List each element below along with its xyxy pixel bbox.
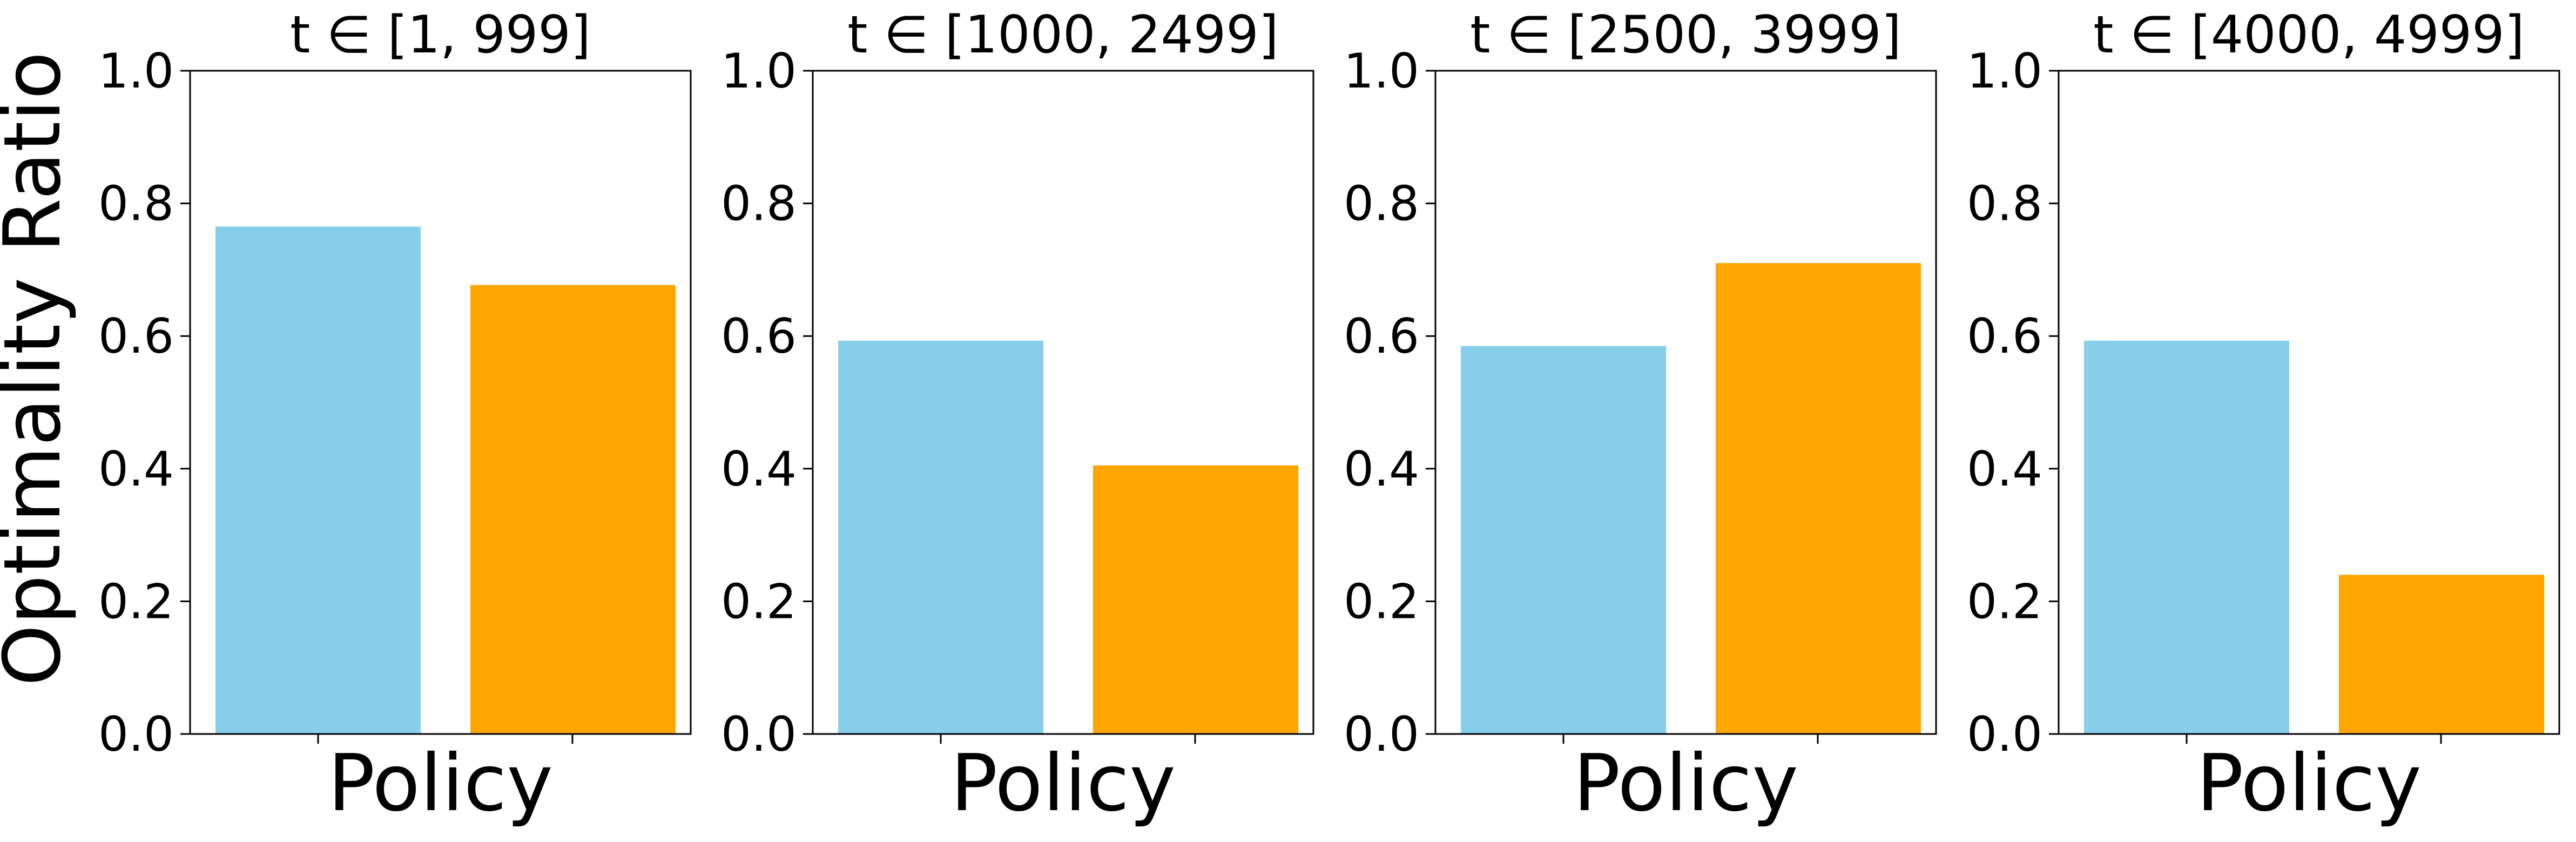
y-tick-label-panel4: 0.4 bbox=[1967, 441, 2042, 497]
x-axis-label-panel1: Policy bbox=[328, 738, 553, 829]
y-tick-label-panel3: 0.6 bbox=[1344, 308, 1419, 364]
y-tick-label-panel4: 0.0 bbox=[1967, 706, 2042, 762]
y-tick-label-panel4: 0.6 bbox=[1967, 308, 2042, 364]
bar-panel1-2 bbox=[470, 285, 676, 734]
y-tick-label-panel3: 1.0 bbox=[1344, 43, 1419, 99]
y-tick-label-panel3: 0.8 bbox=[1344, 176, 1419, 232]
y-axis-label: Optimality Ratio bbox=[0, 51, 78, 686]
y-tick-label-panel2: 0.2 bbox=[721, 574, 797, 629]
y-tick-label-panel1: 1.0 bbox=[98, 43, 174, 99]
plot-frame-panel1 bbox=[189, 70, 692, 735]
bar-panel3-1 bbox=[1461, 346, 1666, 734]
plot-frame-panel2 bbox=[812, 70, 1314, 735]
y-tick-label-panel4: 0.8 bbox=[1967, 176, 2042, 232]
panel-title-1: t ∈ [1, 999] bbox=[290, 5, 591, 65]
bar-panel4-2 bbox=[2339, 575, 2544, 734]
y-tick-label-panel2: 0.4 bbox=[721, 441, 797, 497]
y-tick-label-panel2: 0.0 bbox=[721, 706, 797, 762]
y-tick-label-panel3: 0.4 bbox=[1344, 441, 1419, 497]
y-tick-label-panel1: 0.6 bbox=[98, 308, 174, 364]
y-tick-label-panel2: 0.6 bbox=[721, 308, 797, 364]
bar-panel3-2 bbox=[1716, 263, 1921, 734]
y-tick-label-panel2: 0.8 bbox=[721, 176, 797, 232]
y-tick-label-panel1: 0.8 bbox=[98, 176, 174, 232]
bar-panel4-1 bbox=[2084, 340, 2289, 734]
panel-title-2: t ∈ [1000, 2499] bbox=[847, 5, 1278, 65]
bar-panel1-1 bbox=[215, 226, 421, 735]
plot-frame-panel4 bbox=[2058, 70, 2560, 735]
panel-title-4: t ∈ [4000, 4999] bbox=[2093, 5, 2524, 65]
x-axis-label-panel2: Policy bbox=[950, 738, 1176, 829]
y-tick-label-panel3: 0.2 bbox=[1344, 574, 1419, 629]
y-tick-label-panel3: 0.0 bbox=[1344, 706, 1419, 762]
x-axis-label-panel3: Policy bbox=[1573, 738, 1798, 829]
y-tick-label-panel4: 1.0 bbox=[1967, 43, 2042, 99]
x-axis-label-panel4: Policy bbox=[2196, 738, 2422, 829]
y-tick-label-panel2: 1.0 bbox=[721, 43, 797, 99]
y-tick-label-panel1: 0.0 bbox=[98, 706, 174, 762]
y-tick-label-panel1: 0.2 bbox=[98, 574, 174, 629]
plot-frame-panel3 bbox=[1434, 70, 1937, 735]
bar-panel2-1 bbox=[838, 340, 1043, 734]
panel-title-3: t ∈ [2500, 3999] bbox=[1470, 5, 1901, 65]
y-tick-label-panel1: 0.4 bbox=[98, 441, 174, 497]
y-tick-label-panel4: 0.2 bbox=[1967, 574, 2042, 629]
bar-panel2-2 bbox=[1093, 465, 1298, 734]
